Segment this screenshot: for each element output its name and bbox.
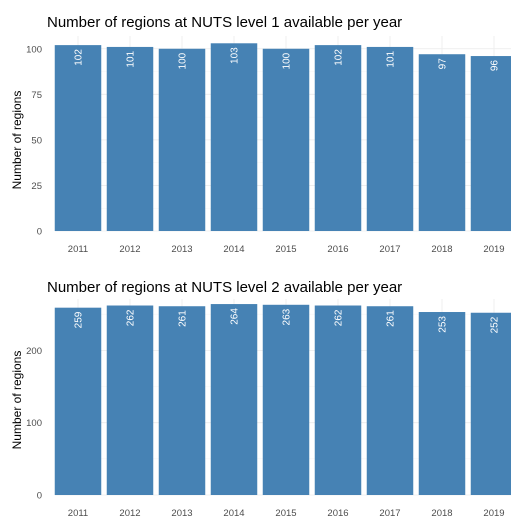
bar — [314, 45, 362, 231]
bar — [366, 306, 414, 495]
bar — [366, 46, 414, 232]
y-tick-label: 25 — [31, 181, 42, 192]
bar-value-label: 102 — [74, 49, 85, 66]
x-tick-label: 2011 — [68, 244, 88, 255]
bar — [418, 312, 466, 495]
bar-value-label: 101 — [126, 50, 137, 67]
bar — [54, 307, 102, 495]
chart-title: Number of regions at NUTS level 1 availa… — [47, 14, 402, 31]
bar-value-label: 259 — [74, 311, 85, 328]
bar — [314, 305, 362, 495]
bar — [470, 312, 511, 495]
chart-title: Number of regions at NUTS level 2 availa… — [47, 279, 402, 296]
x-tick-label: 2017 — [379, 508, 400, 517]
x-tick-label: 2016 — [327, 244, 348, 255]
bar-value-label: 100 — [178, 52, 189, 69]
x-tick-label: 2014 — [223, 508, 244, 517]
bar — [210, 43, 258, 231]
x-tick-label: 2017 — [379, 244, 400, 255]
y-axis-label: Number of regions — [10, 351, 24, 450]
bar-value-label: 262 — [334, 309, 345, 326]
bar-value-label: 252 — [490, 316, 501, 333]
bar — [262, 304, 310, 495]
chart-panel-nuts1: Number of regions at NUTS level 1 availa… — [10, 14, 511, 255]
y-tick-label: 200 — [26, 346, 42, 357]
bar — [262, 48, 310, 232]
bar — [54, 45, 102, 231]
x-tick-label: 2013 — [171, 244, 192, 255]
bar — [106, 46, 154, 232]
bar — [210, 304, 258, 495]
x-tick-label: 2019 — [483, 508, 504, 517]
bar-value-label: 101 — [386, 50, 397, 67]
bar-value-label: 262 — [126, 309, 137, 326]
chart-panel-nuts2: Number of regions at NUTS level 2 availa… — [10, 279, 511, 519]
bar — [418, 54, 466, 231]
bar-value-label: 103 — [230, 47, 241, 64]
bar-value-label: 264 — [230, 308, 241, 325]
bar-value-label: 97 — [438, 58, 449, 70]
bar-value-label: 261 — [178, 310, 189, 327]
bar — [158, 48, 206, 232]
x-tick-label: 2018 — [431, 508, 452, 517]
bar-value-label: 263 — [282, 308, 293, 325]
y-tick-label: 0 — [37, 227, 42, 238]
bar — [470, 56, 511, 232]
x-tick-label: 2014 — [223, 244, 244, 255]
bar-value-label: 96 — [490, 60, 501, 72]
y-tick-label: 100 — [26, 418, 42, 429]
y-axis-label: Number of regions — [10, 91, 24, 190]
x-tick-label: 2018 — [431, 244, 452, 255]
y-tick-label: 100 — [26, 44, 42, 55]
x-tick-label: 2013 — [171, 508, 192, 517]
x-tick-label: 2012 — [119, 244, 140, 255]
x-tick-label: 2015 — [275, 244, 296, 255]
bar — [106, 305, 154, 495]
y-tick-label: 50 — [31, 135, 42, 146]
y-tick-label: 75 — [31, 90, 42, 101]
bar — [158, 306, 206, 495]
x-tick-label: 2015 — [275, 508, 296, 517]
bar-value-label: 261 — [386, 310, 397, 327]
bar-value-label: 253 — [438, 316, 449, 333]
x-tick-label: 2019 — [483, 244, 504, 255]
x-tick-label: 2011 — [68, 508, 88, 517]
bar-value-label: 100 — [282, 52, 293, 69]
x-tick-label: 2016 — [327, 508, 348, 517]
y-tick-label: 0 — [37, 491, 42, 502]
bar-value-label: 102 — [334, 49, 345, 66]
x-tick-label: 2012 — [119, 508, 140, 517]
